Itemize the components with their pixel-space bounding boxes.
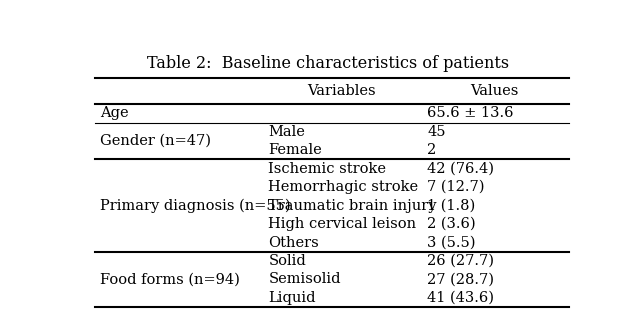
- Text: Variables: Variables: [307, 84, 376, 98]
- Text: 26 (27.7): 26 (27.7): [428, 254, 494, 268]
- Text: 65.6 ± 13.6: 65.6 ± 13.6: [428, 106, 514, 120]
- Text: 42 (76.4): 42 (76.4): [428, 162, 494, 176]
- Text: Ischemic stroke: Ischemic stroke: [269, 162, 387, 176]
- Text: Liquid: Liquid: [269, 291, 316, 305]
- Text: 2 (3.6): 2 (3.6): [428, 217, 476, 231]
- Text: 7 (12.7): 7 (12.7): [428, 180, 484, 194]
- Text: Others: Others: [269, 235, 319, 249]
- Text: High cervical leison: High cervical leison: [269, 217, 417, 231]
- Text: Primary diagnosis (n=55): Primary diagnosis (n=55): [100, 198, 291, 213]
- Text: Values: Values: [470, 84, 518, 98]
- Text: 27 (28.7): 27 (28.7): [428, 272, 494, 286]
- Text: Traumatic brain injury: Traumatic brain injury: [269, 198, 437, 212]
- Text: 3 (5.5): 3 (5.5): [428, 235, 476, 249]
- Text: Semisolid: Semisolid: [269, 272, 341, 286]
- Text: Table 2:  Baseline characteristics of patients: Table 2: Baseline characteristics of pat…: [147, 55, 509, 72]
- Text: 2: 2: [428, 143, 436, 157]
- Text: Female: Female: [269, 143, 322, 157]
- Text: 45: 45: [428, 125, 445, 139]
- Text: Age: Age: [100, 106, 129, 120]
- Text: Solid: Solid: [269, 254, 306, 268]
- Text: 41 (43.6): 41 (43.6): [428, 291, 494, 305]
- Text: Hemorrhagic stroke: Hemorrhagic stroke: [269, 180, 419, 194]
- Text: Male: Male: [269, 125, 305, 139]
- Text: Food forms (n=94): Food forms (n=94): [100, 272, 240, 286]
- Text: Gender (n=47): Gender (n=47): [100, 134, 211, 148]
- Text: 1 (1.8): 1 (1.8): [428, 198, 476, 212]
